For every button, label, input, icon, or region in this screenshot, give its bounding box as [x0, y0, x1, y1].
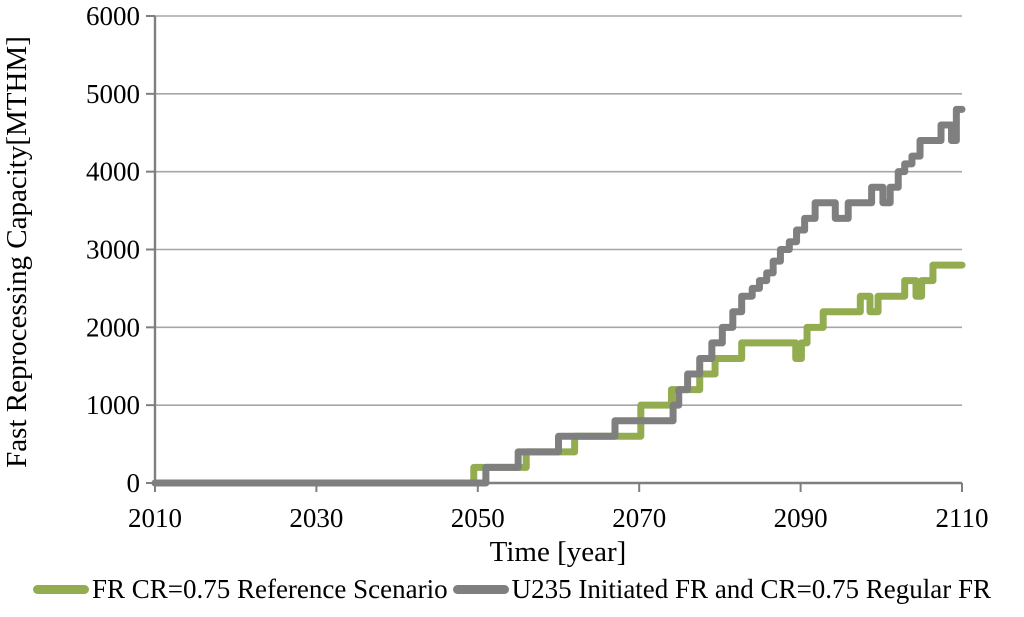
x-axis-title: Time [year] [490, 536, 627, 568]
y-tick-label: 0 [127, 468, 141, 498]
legend-label: FR CR=0.75 Reference Scenario [91, 574, 448, 604]
legend-label: U235 Initiated FR and CR=0.75 Regular FR [511, 574, 992, 604]
y-tick-label: 2000 [86, 312, 140, 342]
series-line-1 [151, 105, 966, 487]
x-tick-label: 2030 [289, 503, 343, 533]
y-axis-title: Fast Reprocessing Capacity[MTHM] [1, 36, 33, 468]
y-tick-label: 4000 [86, 157, 140, 187]
x-tick-label: 2110 [936, 503, 989, 533]
legend-item-u235-initiated: U235 Initiated FR and CR=0.75 Regular FR [452, 574, 992, 605]
y-tick-label: 1000 [86, 390, 140, 420]
x-tick-label: 2050 [451, 503, 505, 533]
x-tick-label: 2090 [774, 503, 828, 533]
x-tick-label: 2010 [128, 503, 182, 533]
gray-line-legend-marker [452, 585, 509, 594]
y-tick-label: 3000 [86, 235, 140, 265]
x-tick-label: 2070 [612, 503, 666, 533]
green-line-legend-marker [32, 585, 89, 594]
legend: FR CR=0.75 Reference Scenario U235 Initi… [0, 574, 1024, 605]
y-tick-label: 5000 [86, 79, 140, 109]
y-tick-label: 6000 [86, 1, 140, 31]
legend-item-reference-scenario: FR CR=0.75 Reference Scenario [32, 574, 448, 605]
